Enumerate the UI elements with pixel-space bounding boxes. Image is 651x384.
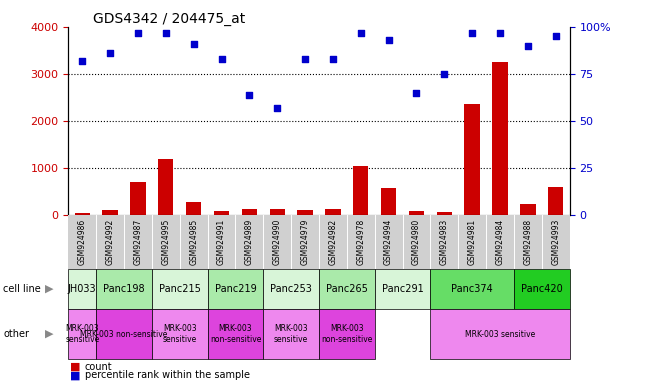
Point: [244, 91, 255, 98]
Bar: [409, 211, 424, 215]
Bar: [214, 211, 229, 215]
Point: [133, 30, 143, 36]
Bar: [381, 188, 396, 215]
Point: [77, 58, 87, 64]
Text: GSM924981: GSM924981: [467, 219, 477, 265]
Bar: [270, 209, 285, 215]
Point: [439, 71, 449, 77]
Text: GSM924994: GSM924994: [384, 219, 393, 265]
Text: Panc198: Panc198: [104, 284, 145, 294]
Text: MRK-003
sensitive: MRK-003 sensitive: [65, 324, 100, 344]
Point: [495, 30, 505, 36]
Text: Panc291: Panc291: [381, 284, 423, 294]
Bar: [186, 202, 201, 215]
Text: MRK-003
non-sensitive: MRK-003 non-sensitive: [321, 324, 372, 344]
Bar: [548, 187, 563, 215]
Point: [467, 30, 477, 36]
Text: JH033: JH033: [68, 284, 96, 294]
Text: ▶: ▶: [45, 329, 53, 339]
Bar: [242, 209, 257, 215]
Text: Panc215: Panc215: [159, 284, 201, 294]
Text: MRK-003 non-sensitive: MRK-003 non-sensitive: [80, 329, 168, 339]
Text: count: count: [85, 362, 112, 372]
Text: GSM924985: GSM924985: [189, 219, 198, 265]
Text: GSM924980: GSM924980: [412, 219, 421, 265]
Point: [383, 37, 394, 43]
Bar: [75, 213, 90, 215]
Text: ▶: ▶: [45, 284, 53, 294]
Text: Panc265: Panc265: [326, 284, 368, 294]
Text: GSM924982: GSM924982: [328, 219, 337, 265]
Bar: [520, 204, 536, 215]
Point: [105, 50, 115, 56]
Text: GSM924993: GSM924993: [551, 219, 561, 265]
Point: [355, 30, 366, 36]
Text: GSM924989: GSM924989: [245, 219, 254, 265]
Text: Panc253: Panc253: [270, 284, 312, 294]
Text: ■: ■: [70, 362, 81, 372]
Text: cell line: cell line: [3, 284, 41, 294]
Text: GSM924991: GSM924991: [217, 219, 226, 265]
Text: GSM924988: GSM924988: [523, 219, 533, 265]
Text: MRK-003
sensitive: MRK-003 sensitive: [163, 324, 197, 344]
Text: GDS4342 / 204475_at: GDS4342 / 204475_at: [94, 12, 245, 26]
Text: other: other: [3, 329, 29, 339]
Point: [327, 56, 338, 62]
Text: Panc420: Panc420: [521, 284, 562, 294]
Text: MRK-003 sensitive: MRK-003 sensitive: [465, 329, 535, 339]
Bar: [492, 62, 508, 215]
Point: [551, 33, 561, 40]
Text: ■: ■: [70, 370, 81, 380]
Text: MRK-003
non-sensitive: MRK-003 non-sensitive: [210, 324, 261, 344]
Point: [189, 41, 199, 47]
Bar: [102, 210, 118, 215]
Point: [161, 30, 171, 36]
Point: [411, 90, 422, 96]
Bar: [465, 104, 480, 215]
Text: GSM924986: GSM924986: [77, 219, 87, 265]
Text: MRK-003
sensitive: MRK-003 sensitive: [274, 324, 309, 344]
Bar: [158, 159, 173, 215]
Text: Panc219: Panc219: [215, 284, 256, 294]
Text: GSM924990: GSM924990: [273, 219, 282, 265]
Bar: [437, 212, 452, 215]
Point: [300, 56, 311, 62]
Point: [272, 105, 283, 111]
Text: GSM924995: GSM924995: [161, 219, 171, 265]
Text: Panc374: Panc374: [451, 284, 493, 294]
Bar: [130, 182, 146, 215]
Text: GSM924979: GSM924979: [301, 219, 310, 265]
Bar: [326, 209, 340, 215]
Bar: [353, 166, 368, 215]
Text: GSM924992: GSM924992: [105, 219, 115, 265]
Point: [216, 56, 227, 62]
Bar: [298, 210, 312, 215]
Text: GSM924987: GSM924987: [133, 219, 143, 265]
Text: GSM924978: GSM924978: [356, 219, 365, 265]
Text: GSM924984: GSM924984: [495, 219, 505, 265]
Text: GSM924983: GSM924983: [440, 219, 449, 265]
Point: [523, 43, 533, 49]
Text: percentile rank within the sample: percentile rank within the sample: [85, 370, 249, 380]
